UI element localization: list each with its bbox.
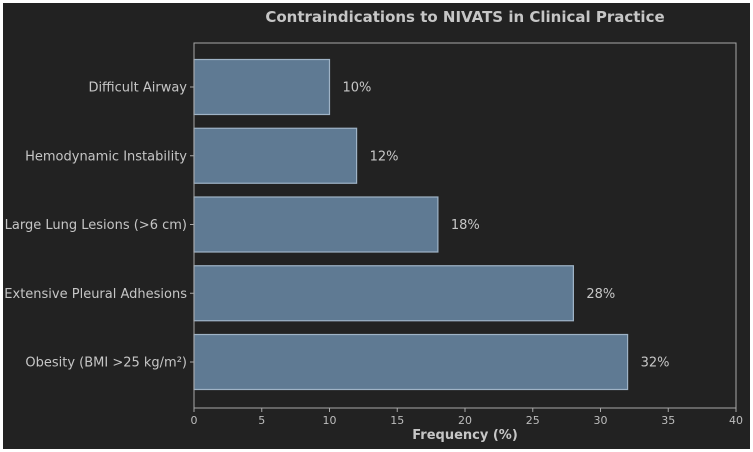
x-ticks-layer: 0 5 10 15 20 25 30 35 40: [191, 408, 743, 427]
bar-4: [193, 265, 574, 322]
x-tick-label-0: 0: [191, 414, 198, 427]
x-tick-label-20: 20: [458, 414, 472, 427]
chart-title: Contraindications to NIVATS in Clinical …: [265, 8, 664, 26]
x-tick-label-10: 10: [323, 414, 337, 427]
bar-1: [193, 58, 331, 116]
bar-value-label-4: 28%: [586, 287, 615, 302]
bar-3: [193, 196, 439, 253]
bar-value-label-2: 12%: [370, 149, 399, 164]
x-tick-label-30: 30: [594, 414, 608, 427]
bar-value-label-1: 10%: [343, 81, 372, 96]
category-label-5: Obesity (BMI >25 kg/m²): [25, 356, 187, 371]
x-tick-label-35: 35: [661, 414, 675, 427]
x-axis-label: Frequency (%): [412, 428, 518, 443]
category-labels-layer: Difficult Airway Hemodynamic Instability L…: [4, 81, 194, 371]
value-labels-layer: 10% 12% 18% 28% 32%: [343, 81, 670, 371]
bar-chart: Contraindications to NIVATS in Clinical …: [4, 8, 743, 443]
plot-area-border: [193, 42, 737, 409]
bar-2: [193, 127, 358, 184]
category-label-1: Difficult Airway: [88, 81, 187, 96]
x-tick-label-40: 40: [729, 414, 743, 427]
bar-value-label-3: 18%: [451, 218, 480, 233]
x-tick-label-5: 5: [258, 414, 265, 427]
x-tick-label-25: 25: [526, 414, 540, 427]
x-tick-label-15: 15: [390, 414, 404, 427]
category-label-4: Extensive Pleural Adhesions: [4, 287, 187, 302]
category-label-3: Large Lung Lesions (>6 cm): [5, 218, 187, 233]
category-label-2: Hemodynamic Instability: [25, 149, 187, 164]
bars-layer: [193, 58, 629, 391]
bar-value-label-5: 32%: [641, 356, 670, 371]
bar-5: [193, 333, 629, 391]
